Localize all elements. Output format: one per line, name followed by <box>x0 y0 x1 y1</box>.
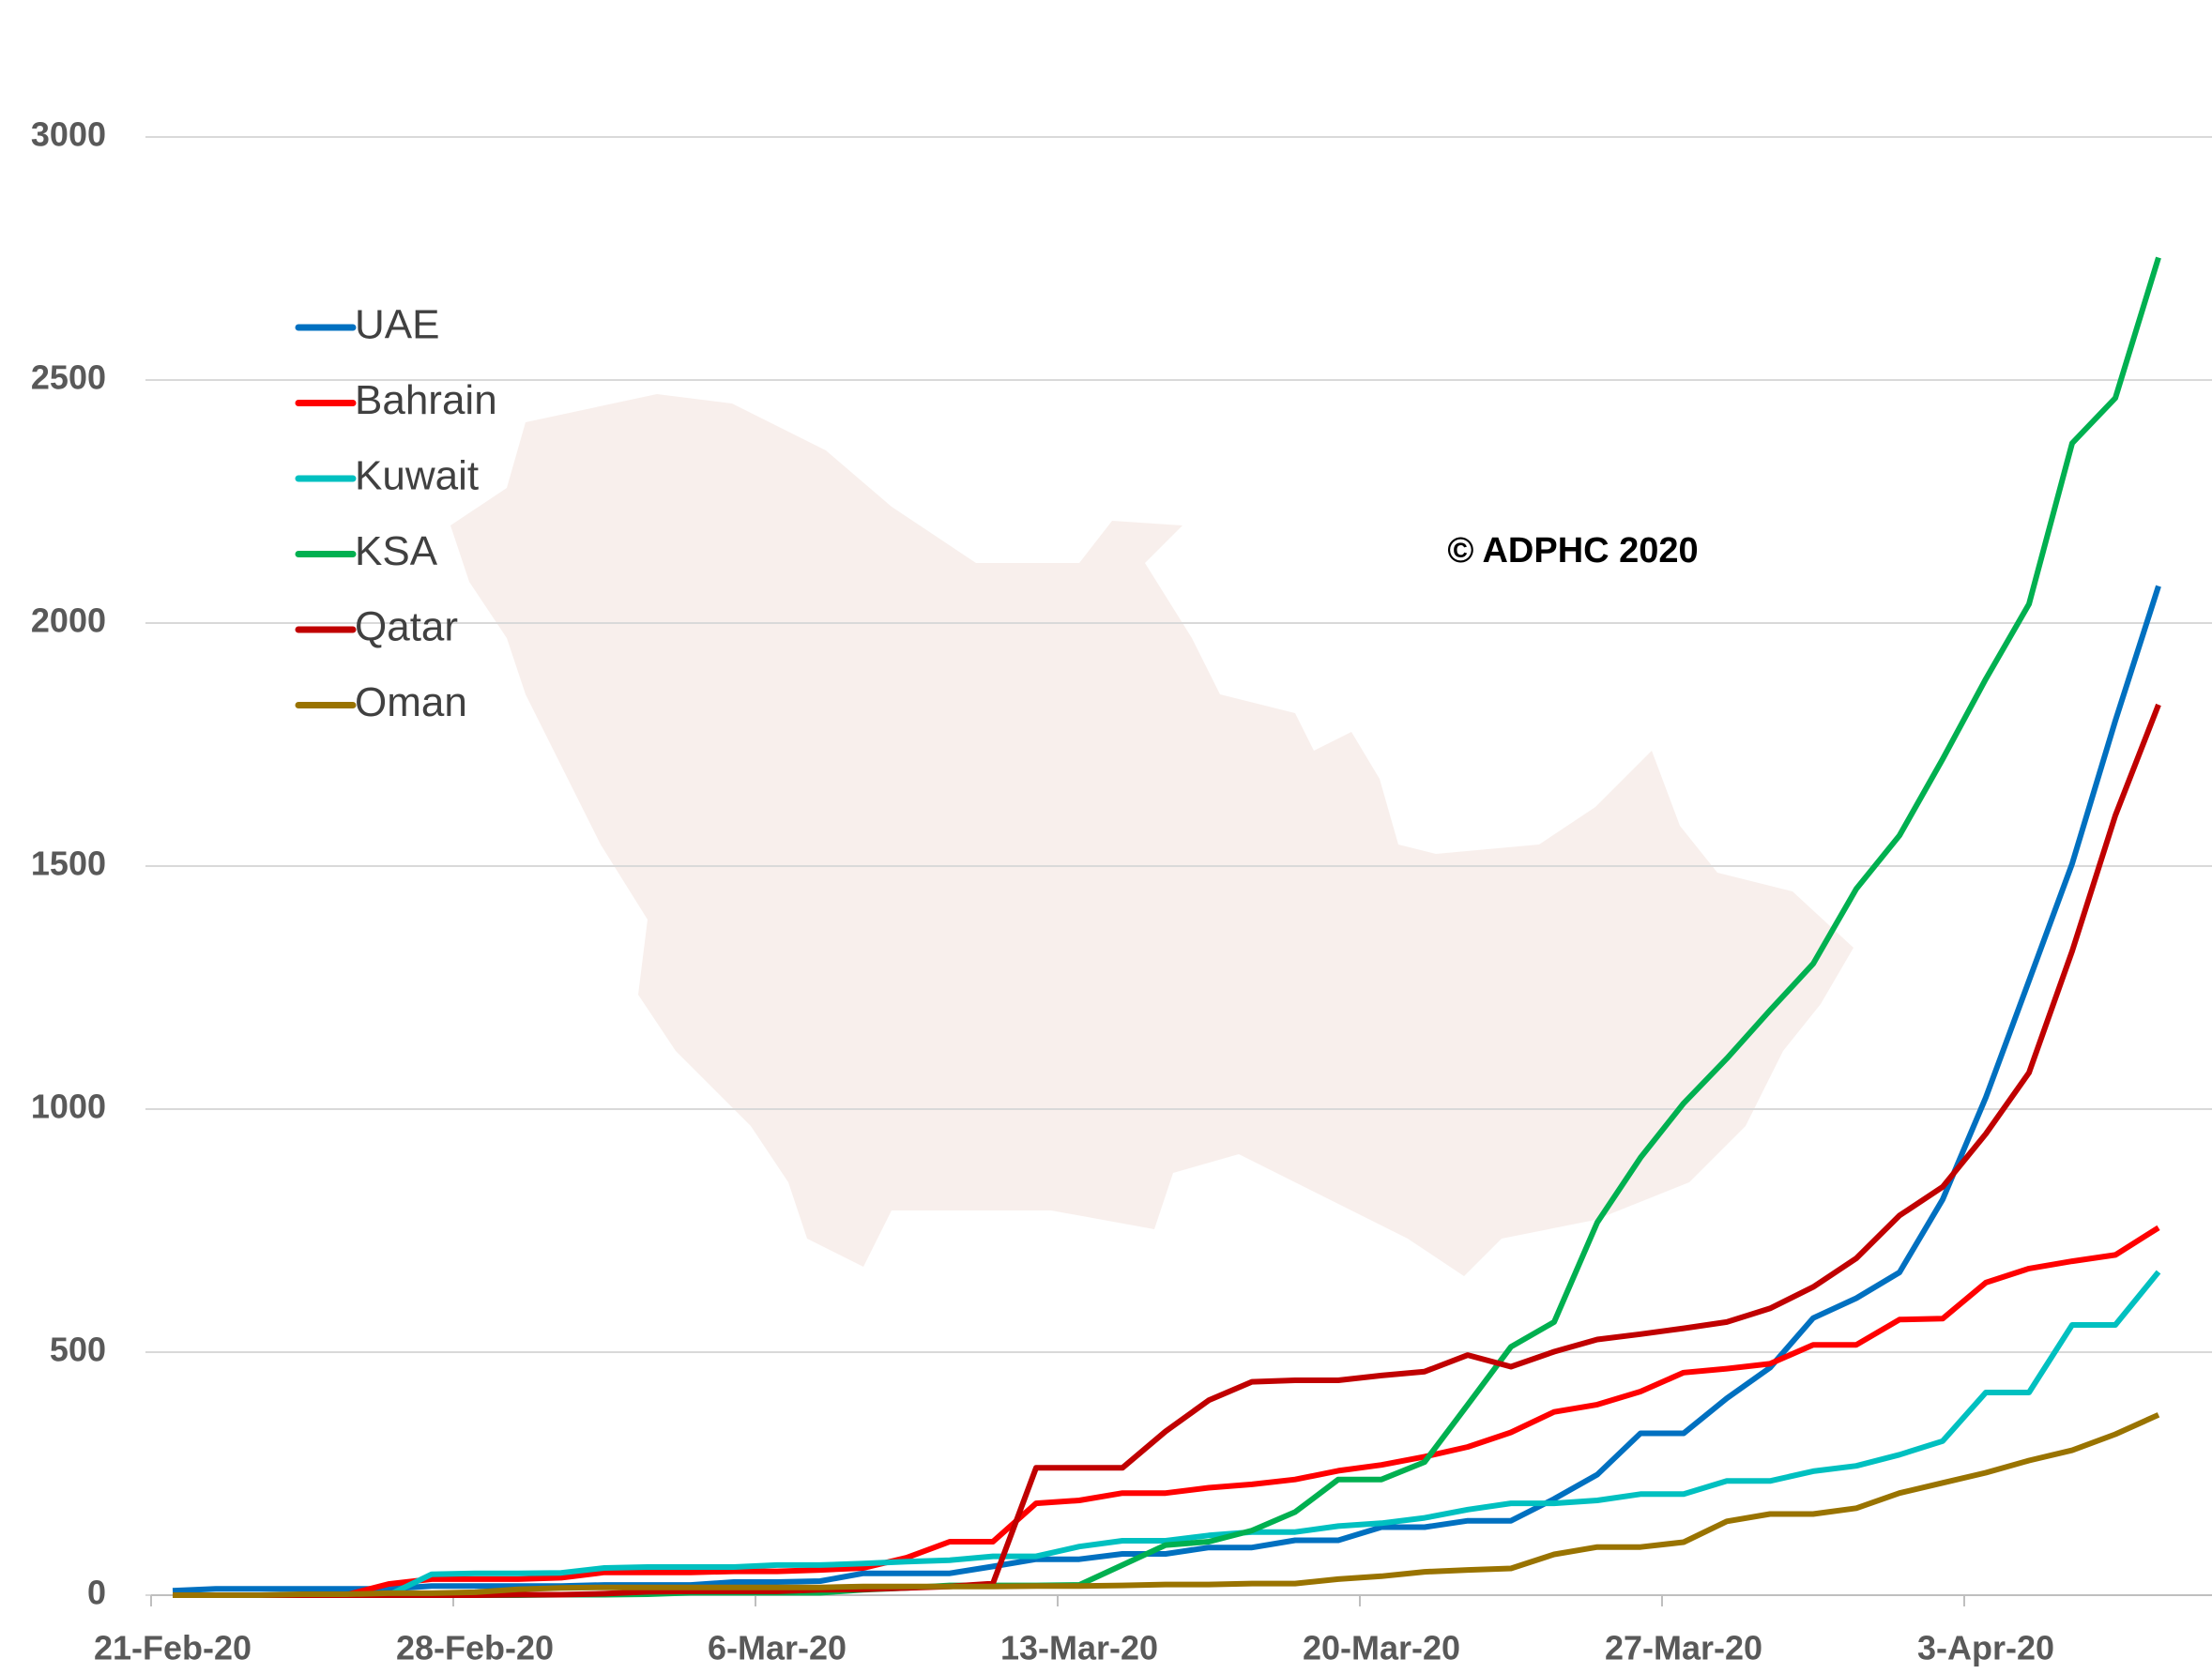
y-tick-label: 3000 <box>31 115 106 154</box>
series-line <box>173 1412 2160 1598</box>
series-line <box>173 1225 2160 1598</box>
y-tick-label: 500 <box>50 1331 106 1369</box>
y-tick-label: 2000 <box>31 601 106 640</box>
background-map <box>450 394 1854 1276</box>
legend-label: Qatar <box>355 604 458 650</box>
x-tick-label: 20-Mar-20 <box>1303 1629 1460 1667</box>
y-tick-label: 1000 <box>31 1088 106 1126</box>
y-tick-label: 0 <box>87 1574 106 1612</box>
legend-label: Oman <box>355 679 467 725</box>
x-tick-label: 6-Mar-20 <box>708 1629 847 1667</box>
y-tick-label: 1500 <box>31 845 106 883</box>
series-line <box>173 703 2161 1598</box>
legend-label: Bahrain <box>355 377 497 423</box>
legend-label: Kuwait <box>355 453 479 499</box>
x-tick-label: 3-Apr-20 <box>1917 1629 2054 1667</box>
legend-label: UAE <box>355 302 439 348</box>
series-line <box>173 1270 2161 1598</box>
x-tick-label: 27-Mar-20 <box>1605 1629 1762 1667</box>
x-tick-label: 13-Mar-20 <box>1000 1629 1158 1667</box>
copyright: © ADPHC 2020 <box>1447 531 1698 571</box>
series-line <box>172 585 2161 1594</box>
legend-label: KSA <box>355 528 438 574</box>
x-tick-label: 21-Feb-20 <box>94 1629 252 1667</box>
x-tick-label: 28-Feb-20 <box>396 1629 554 1667</box>
y-tick-label: 2500 <box>31 358 106 397</box>
